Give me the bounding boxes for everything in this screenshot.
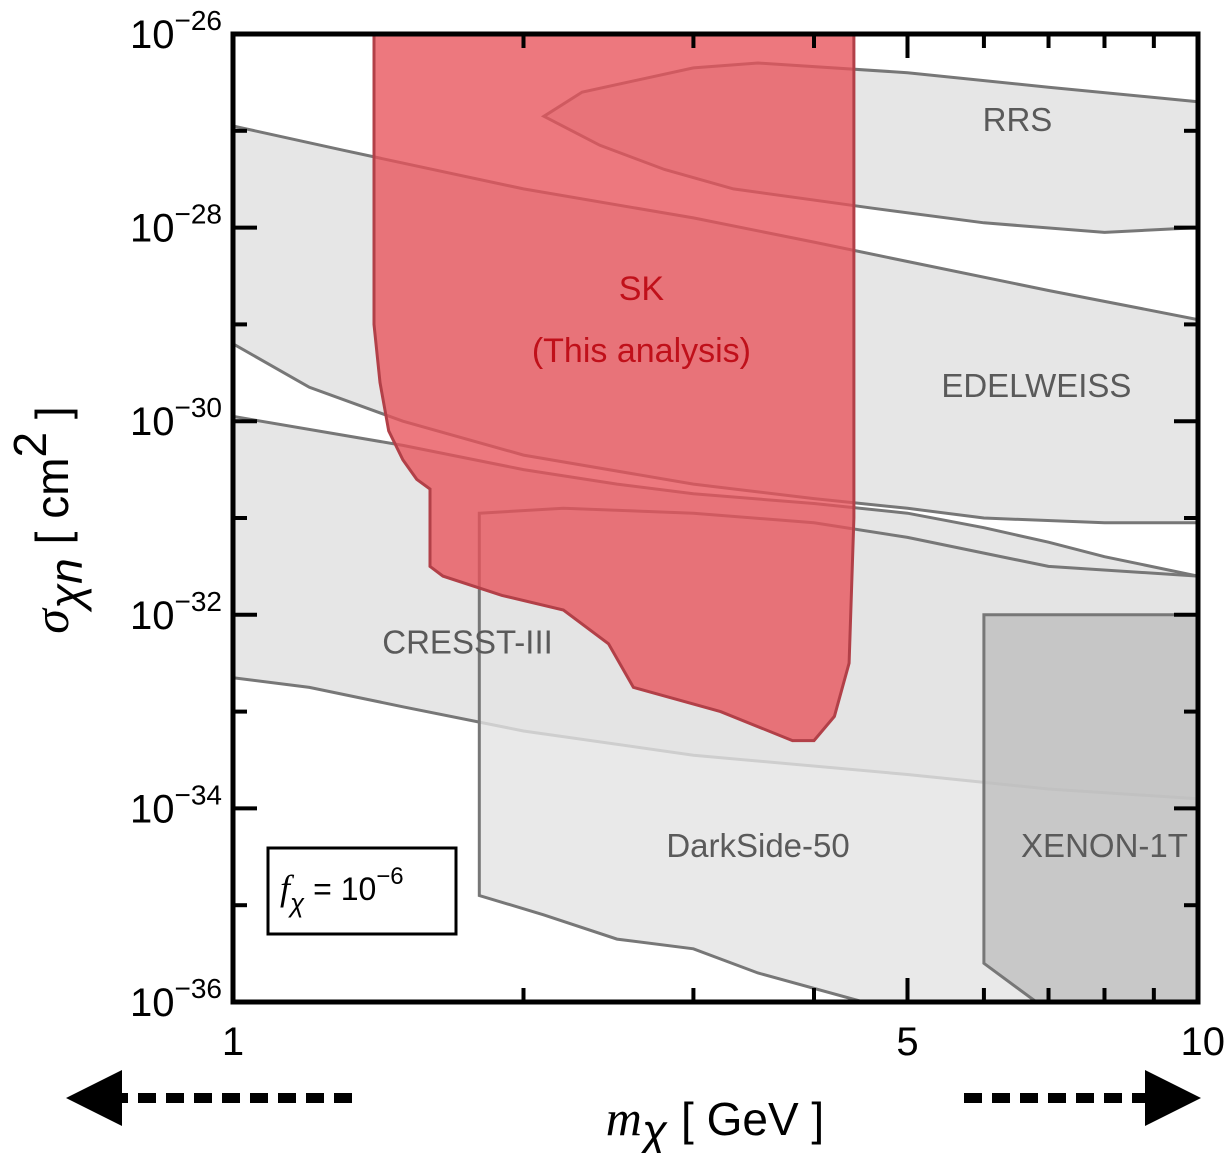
inset-box: fχ = 10−6: [266, 846, 458, 936]
y-tick-label: 10−28: [130, 199, 222, 251]
region-labels: RRS EDELWEISS CRESST-III DarkSide-50 XENON-1…: [382, 101, 1188, 864]
label-darkside-50: DarkSide-50: [666, 827, 849, 864]
y-tick-labels: 10−26 10−28 10−30 10−32 10−34 10−36: [130, 5, 222, 1025]
y-axis-title: σχn[ cm2 ]: [4, 406, 92, 633]
left-arrow-icon: [66, 1070, 360, 1126]
label-cresst-iii: CRESST-III: [382, 624, 553, 661]
y-tick-label: 10−34: [130, 779, 222, 831]
region-sk: [372, 34, 856, 743]
exclusion-regions: [233, 34, 1198, 1002]
label-xenon-1t: XENON-1T: [1021, 827, 1188, 864]
x-tick-label: 10: [1181, 1020, 1226, 1064]
label-sk: SK: [619, 270, 665, 308]
x-tick-label: 5: [896, 1020, 918, 1064]
region-xenon-1t: [982, 613, 1198, 1002]
axis-ticks: [231, 32, 1200, 1004]
x-tick-label: 1: [222, 1020, 244, 1064]
y-tick-label: 10−26: [130, 5, 222, 57]
label-sk-subtitle: (This analysis): [532, 332, 751, 370]
y-tick-label: 10−36: [130, 973, 222, 1025]
x-tick-labels: 1 5 10: [222, 1020, 1225, 1064]
label-rrs: RRS: [983, 101, 1053, 138]
y-tick-label: 10−30: [130, 392, 222, 444]
x-axis-title: mχ[ GeV ]: [606, 1090, 824, 1153]
right-arrow-icon: [964, 1070, 1201, 1126]
y-tick-label: 10−32: [130, 586, 222, 638]
label-edelweiss: EDELWEISS: [941, 367, 1131, 404]
